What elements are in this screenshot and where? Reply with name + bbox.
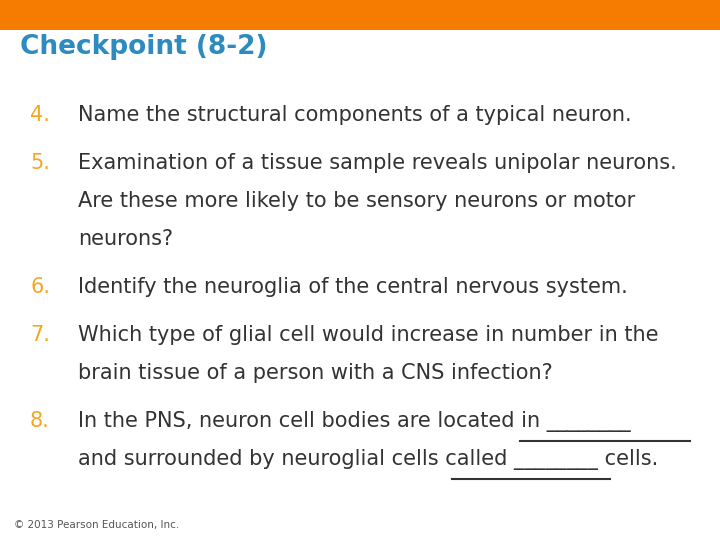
Text: 7.: 7. [30,325,50,345]
Text: 5.: 5. [30,153,50,173]
Text: Checkpoint (8-2): Checkpoint (8-2) [20,34,268,60]
Text: and surrounded by neuroglial cells called ________ cells.: and surrounded by neuroglial cells calle… [78,449,658,470]
Text: Name the structural components of a typical neuron.: Name the structural components of a typi… [78,105,631,125]
Text: 8.: 8. [30,411,50,431]
Text: © 2013 Pearson Education, Inc.: © 2013 Pearson Education, Inc. [14,520,179,530]
Text: Are these more likely to be sensory neurons or motor: Are these more likely to be sensory neur… [78,191,635,211]
Text: neurons?: neurons? [78,229,173,249]
Text: 4.: 4. [30,105,50,125]
Text: brain tissue of a person with a CNS infection?: brain tissue of a person with a CNS infe… [78,363,553,383]
Text: Examination of a tissue sample reveals unipolar neurons.: Examination of a tissue sample reveals u… [78,153,677,173]
Bar [0,0,720,30]
Text: Which type of glial cell would increase in number in the: Which type of glial cell would increase … [78,325,659,345]
Text: 6.: 6. [30,277,50,297]
Text: Identify the neuroglia of the central nervous system.: Identify the neuroglia of the central ne… [78,277,628,297]
Text: In the PNS, neuron cell bodies are located in ________: In the PNS, neuron cell bodies are locat… [78,411,631,432]
